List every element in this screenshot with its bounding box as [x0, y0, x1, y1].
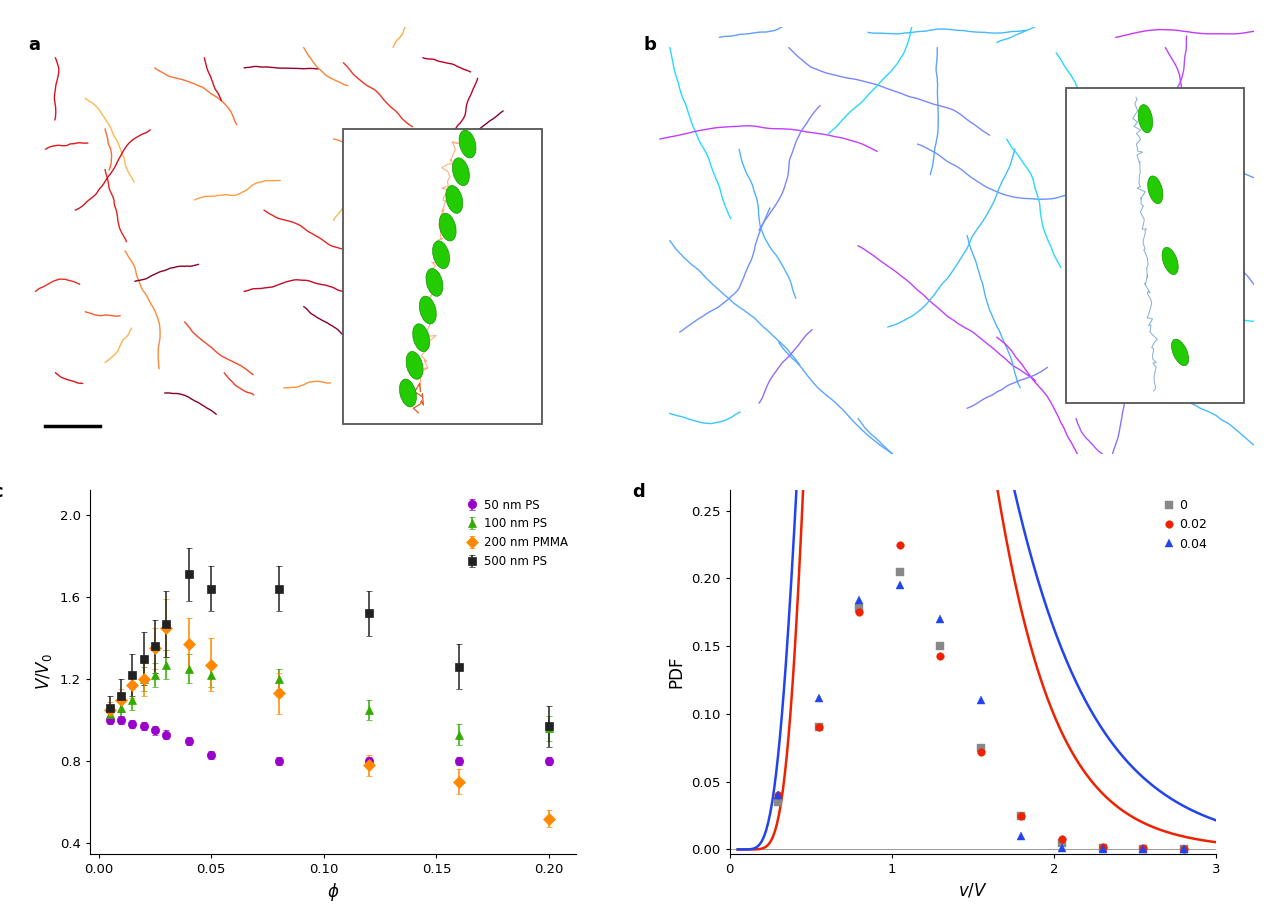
0.02	[933, 650, 948, 661]
0	[771, 796, 786, 807]
0.04	[851, 595, 867, 606]
0.02	[771, 790, 786, 801]
Ellipse shape	[452, 158, 470, 185]
0	[892, 567, 908, 577]
Ellipse shape	[1162, 247, 1178, 274]
Ellipse shape	[399, 380, 416, 407]
Text: a: a	[28, 35, 41, 54]
Ellipse shape	[1171, 340, 1189, 366]
Text: c: c	[0, 483, 3, 501]
0.02	[1176, 844, 1192, 854]
0.04	[1176, 844, 1192, 854]
Ellipse shape	[433, 241, 449, 269]
Ellipse shape	[426, 269, 443, 296]
0.04	[1014, 831, 1029, 842]
Ellipse shape	[412, 324, 430, 351]
0.04	[892, 579, 908, 590]
Text: d: d	[632, 483, 645, 501]
Bar	[343, 129, 541, 423]
0.02	[973, 746, 988, 757]
0.02	[1014, 810, 1029, 821]
X-axis label: $\phi$: $\phi$	[326, 881, 339, 903]
0.04	[1055, 843, 1070, 854]
0	[1055, 837, 1070, 848]
0.04	[771, 790, 786, 801]
Ellipse shape	[445, 185, 463, 213]
0	[1094, 843, 1110, 854]
Ellipse shape	[460, 130, 476, 158]
Ellipse shape	[439, 213, 456, 241]
Line: 0.04: 0.04	[774, 581, 1188, 854]
Legend: 50 nm PS, 100 nm PS, 200 nm PMMA, 500 nm PS: 50 nm PS, 100 nm PS, 200 nm PMMA, 500 nm…	[460, 494, 572, 573]
0	[851, 603, 867, 614]
X-axis label: $v/V$: $v/V$	[957, 881, 988, 899]
Ellipse shape	[1138, 104, 1152, 133]
Ellipse shape	[406, 351, 424, 380]
0.02	[892, 539, 908, 550]
Ellipse shape	[1148, 176, 1164, 203]
0	[1176, 844, 1192, 854]
0.04	[812, 692, 827, 703]
0	[1014, 810, 1029, 821]
0	[973, 743, 988, 754]
0	[812, 722, 827, 733]
Line: 0: 0	[774, 568, 1188, 853]
0.02	[1135, 843, 1151, 854]
0.02	[1094, 842, 1110, 853]
0	[933, 641, 948, 652]
Y-axis label: $V/V_0$: $V/V_0$	[33, 654, 54, 690]
Y-axis label: PDF: PDF	[667, 656, 686, 688]
Line: 0.02: 0.02	[774, 540, 1188, 853]
0.02	[851, 607, 867, 617]
0.02	[1055, 834, 1070, 844]
Bar	[1066, 88, 1244, 403]
0.04	[933, 614, 948, 625]
0.04	[1094, 844, 1110, 854]
Text: b: b	[643, 35, 655, 54]
0.02	[812, 722, 827, 733]
0.04	[1135, 844, 1151, 854]
0	[1135, 844, 1151, 854]
Ellipse shape	[420, 296, 436, 324]
Legend: 0, 0.02, 0.04: 0, 0.02, 0.04	[1160, 494, 1212, 556]
0.04	[973, 695, 988, 706]
